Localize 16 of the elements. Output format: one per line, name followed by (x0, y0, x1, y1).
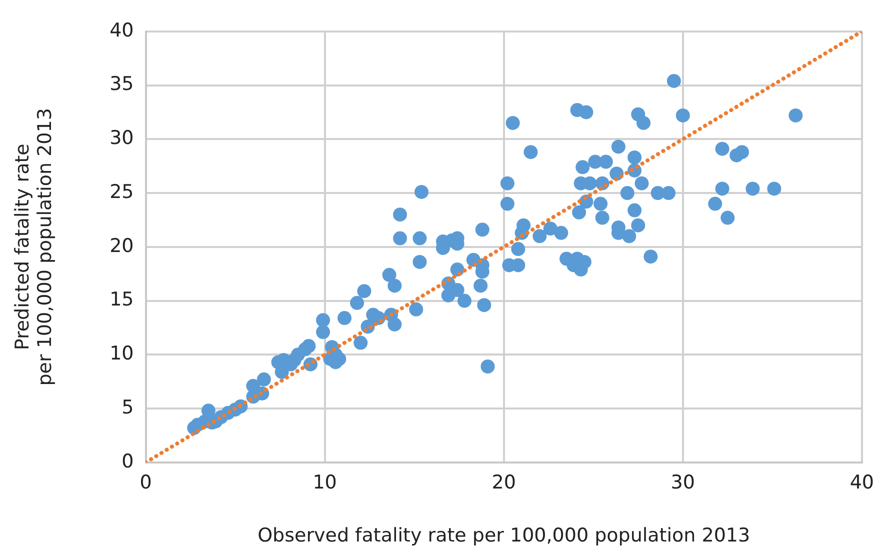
x-axis-title: Observed fatality rate per 100,000 population 2013 (258, 524, 750, 547)
y-axis-title: Predicted fatality rate per 100,000 population 2013 (11, 108, 56, 386)
y-tick-label: 0 (122, 450, 134, 472)
x-tick-label: 30 (670, 472, 695, 494)
x-tick-label: 20 (492, 472, 516, 494)
x-tick-label: 40 (850, 472, 874, 494)
y-tick-label: 5 (122, 396, 134, 418)
y-tick-label: 40 (110, 19, 134, 42)
y-tick-label: 30 (110, 127, 134, 150)
y-tick-label: 35 (110, 73, 134, 96)
y-tick-label: 15 (110, 288, 134, 311)
x-tick-label: 10 (312, 472, 337, 494)
x-tick-label: 0 (140, 472, 152, 494)
y-tick-label: 25 (110, 180, 134, 203)
y-tick-label: 20 (110, 234, 134, 257)
y-tick-label: 10 (110, 342, 134, 365)
